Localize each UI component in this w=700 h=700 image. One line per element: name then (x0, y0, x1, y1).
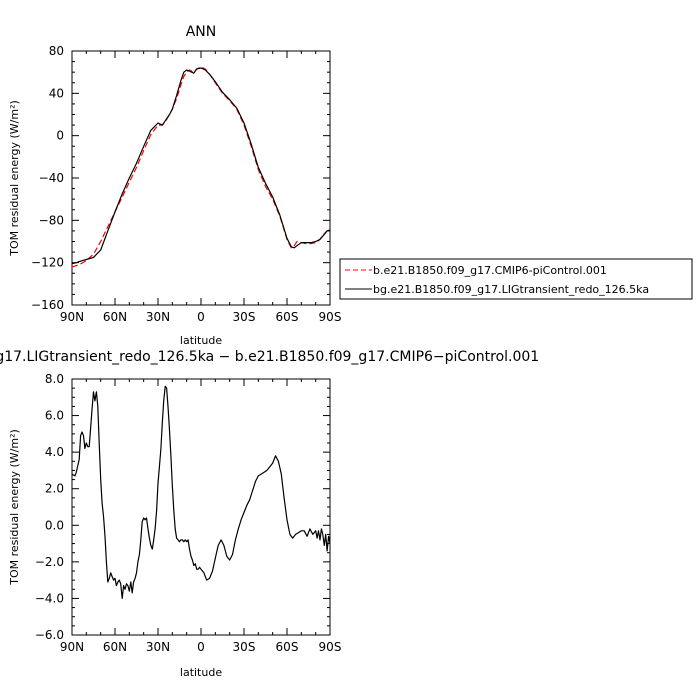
y-tick-label: 40 (49, 86, 64, 100)
y-tick-label: −4.0 (35, 591, 64, 605)
x-tick-label: 60S (276, 640, 299, 654)
panel2-y-axis-label: TOM residual energy (W/m²) (8, 429, 21, 586)
panel1-plot-frame (71, 50, 331, 306)
panel1-title: ANN (186, 24, 217, 40)
y-tick-label: −6.0 (35, 628, 64, 642)
panel2-title: bg.e21.B1850.f09_g17.LIGtransient_redo_1… (0, 349, 539, 365)
panel2-ticks: 90N 60N 30N 0 30S 60S 90S −6.0 −4.0 −2.0 0.0 2.0 4.0… (35, 372, 342, 654)
panel-annual-mean: ANN 90N 60N 30N 0 30S 60S 90S −160 −120 −80 −40 0 40… (8, 24, 693, 347)
panel2-series (71, 385, 331, 600)
series-line-1 (71, 385, 331, 600)
y-tick-label: −2.0 (35, 555, 64, 569)
x-tick-label: 60N (103, 310, 127, 324)
x-tick-label: 90N (60, 310, 84, 324)
panel1-x-axis-label: latitude (180, 334, 222, 347)
y-tick-label: 6.0 (45, 409, 64, 423)
y-tick-label: 0.0 (45, 518, 64, 532)
x-tick-label: 0 (197, 310, 205, 324)
legend-label-piControl: b.e21.B1850.f09_g17.CMIP6-piControl.001 (373, 264, 607, 277)
legend-box (339, 258, 693, 300)
y-tick-label: −120 (31, 256, 64, 270)
y-tick-label: −40 (39, 171, 64, 185)
panel1-ticks: 90N 60N 30N 0 30S 60S 90S −160 −120 −80 −40 0 40 80 (31, 44, 341, 324)
series-line-2 (71, 67, 331, 265)
y-tick-label: −160 (31, 298, 64, 312)
panel1-series (71, 66, 331, 268)
panel-difference: bg.e21.B1850.f09_g17.LIGtransient_redo_1… (0, 349, 539, 679)
x-tick-label: 60S (276, 310, 299, 324)
y-tick-label: 4.0 (45, 445, 64, 459)
x-tick-label: 30N (146, 640, 170, 654)
x-tick-label: 90S (319, 310, 342, 324)
x-tick-label: 60N (103, 640, 127, 654)
x-tick-label: 30S (233, 310, 256, 324)
x-tick-label: 0 (197, 640, 205, 654)
y-tick-label: 0 (56, 129, 64, 143)
x-tick-label: 90N (60, 640, 84, 654)
x-tick-label: 90S (319, 640, 342, 654)
y-tick-label: 80 (49, 44, 64, 58)
legend-label-LIGtransient: bg.e21.B1850.f09_g17.LIGtransient_redo_1… (373, 283, 649, 296)
y-tick-label: −80 (39, 213, 64, 227)
y-tick-label: 8.0 (45, 372, 64, 386)
y-tick-label: 2.0 (45, 482, 64, 496)
series-line-1 (71, 66, 331, 268)
panel1-legend: b.e21.B1850.f09_g17.CMIP6-piControl.001 … (339, 258, 693, 300)
x-tick-label: 30N (146, 310, 170, 324)
panel1-y-axis-label: TOM residual energy (W/m²) (8, 100, 21, 257)
x-tick-label: 30S (233, 640, 256, 654)
panel2-x-axis-label: latitude (180, 666, 222, 679)
panel2-plot-frame (71, 378, 331, 636)
